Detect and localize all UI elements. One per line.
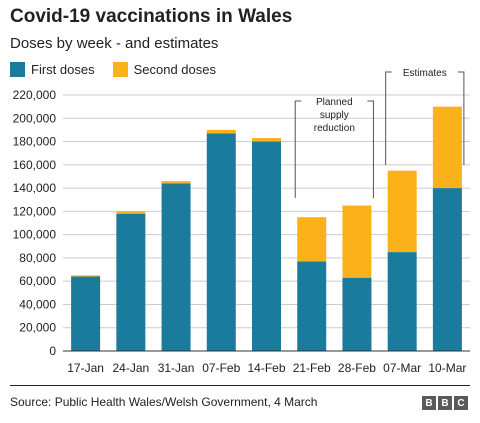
x-tick-label: 10-Mar <box>428 361 466 375</box>
legend-swatch-first-doses <box>10 62 25 77</box>
bar-chart: 0 20,000 40,000 60,000 80,000 100,000 120,000 1… <box>13 68 470 375</box>
bar-first-doses <box>206 133 236 351</box>
bar-second-doses <box>116 211 146 214</box>
x-tick-label: 07-Mar <box>383 361 421 375</box>
legend-swatch-second-doses <box>112 62 128 77</box>
bar-first-doses <box>161 183 191 351</box>
bar-first-doses <box>432 188 462 351</box>
annotation-label: Estimates <box>403 68 447 79</box>
annotation-bracket <box>367 100 374 198</box>
y-tick-label: 120,000 <box>13 204 57 218</box>
y-tick-label: 100,000 <box>13 228 57 242</box>
y-tick-label: 0 <box>49 344 56 358</box>
x-tick-label: 17-Jan <box>67 361 104 375</box>
annotation-label: Planned <box>316 97 353 108</box>
bar-first-doses <box>387 252 417 351</box>
chart-subtitle: Doses by week - and estimates <box>10 35 219 52</box>
legend-item-first-doses: First doses <box>10 62 95 77</box>
bar-second-doses <box>252 138 281 142</box>
x-tick-label: 14-Feb <box>247 361 285 375</box>
bar-second-doses <box>71 275 101 277</box>
y-tick-label: 80,000 <box>19 251 56 265</box>
legend: First doses Second doses <box>10 62 234 77</box>
bar-first-doses <box>116 213 146 351</box>
y-tick-label: 40,000 <box>19 297 56 311</box>
x-tick-label: 07-Feb <box>202 361 240 375</box>
annotation-bracket <box>457 71 465 165</box>
y-tick-label: 220,000 <box>13 88 57 102</box>
bar-first-doses <box>252 141 281 351</box>
bbc-logo: B B C <box>420 396 468 410</box>
x-tick-label: 28-Feb <box>338 361 376 375</box>
y-tick-label: 20,000 <box>19 321 56 335</box>
x-tick-label: 24-Jan <box>112 361 149 375</box>
annotation-bracket <box>294 100 302 198</box>
legend-label-first-doses: First doses <box>31 62 95 77</box>
bbc-logo-letter: C <box>454 396 468 410</box>
bar-second-doses <box>161 181 191 184</box>
bar-first-doses <box>297 261 327 351</box>
bar-first-doses <box>342 277 372 351</box>
chart-title: Covid-19 vaccinations in Wales <box>10 6 293 27</box>
y-tick-label: 180,000 <box>13 135 57 149</box>
bbc-logo-letter: B <box>438 396 452 410</box>
bbc-logo-letter: B <box>422 396 436 410</box>
legend-item-second-doses: Second doses <box>112 62 216 77</box>
y-tick-label: 160,000 <box>13 158 57 172</box>
y-tick-label: 60,000 <box>19 274 56 288</box>
bar-second-doses <box>432 106 462 189</box>
x-tick-label: 21-Feb <box>293 361 331 375</box>
bar-second-doses <box>387 170 417 253</box>
legend-label-second-doses: Second doses <box>133 62 216 77</box>
footer-divider <box>10 385 470 386</box>
annotation-bracket <box>385 71 392 165</box>
y-tick-label: 200,000 <box>13 111 57 125</box>
annotation-label: supply <box>320 110 349 121</box>
y-tick-label: 140,000 <box>13 181 57 195</box>
bar-first-doses <box>71 276 101 351</box>
x-tick-label: 31-Jan <box>158 361 195 375</box>
annotation-label: reduction <box>314 123 355 134</box>
source-note: Source: Public Health Wales/Welsh Govern… <box>10 395 318 409</box>
bar-second-doses <box>297 217 327 262</box>
bar-second-doses <box>342 205 372 278</box>
bar-second-doses <box>206 129 236 134</box>
